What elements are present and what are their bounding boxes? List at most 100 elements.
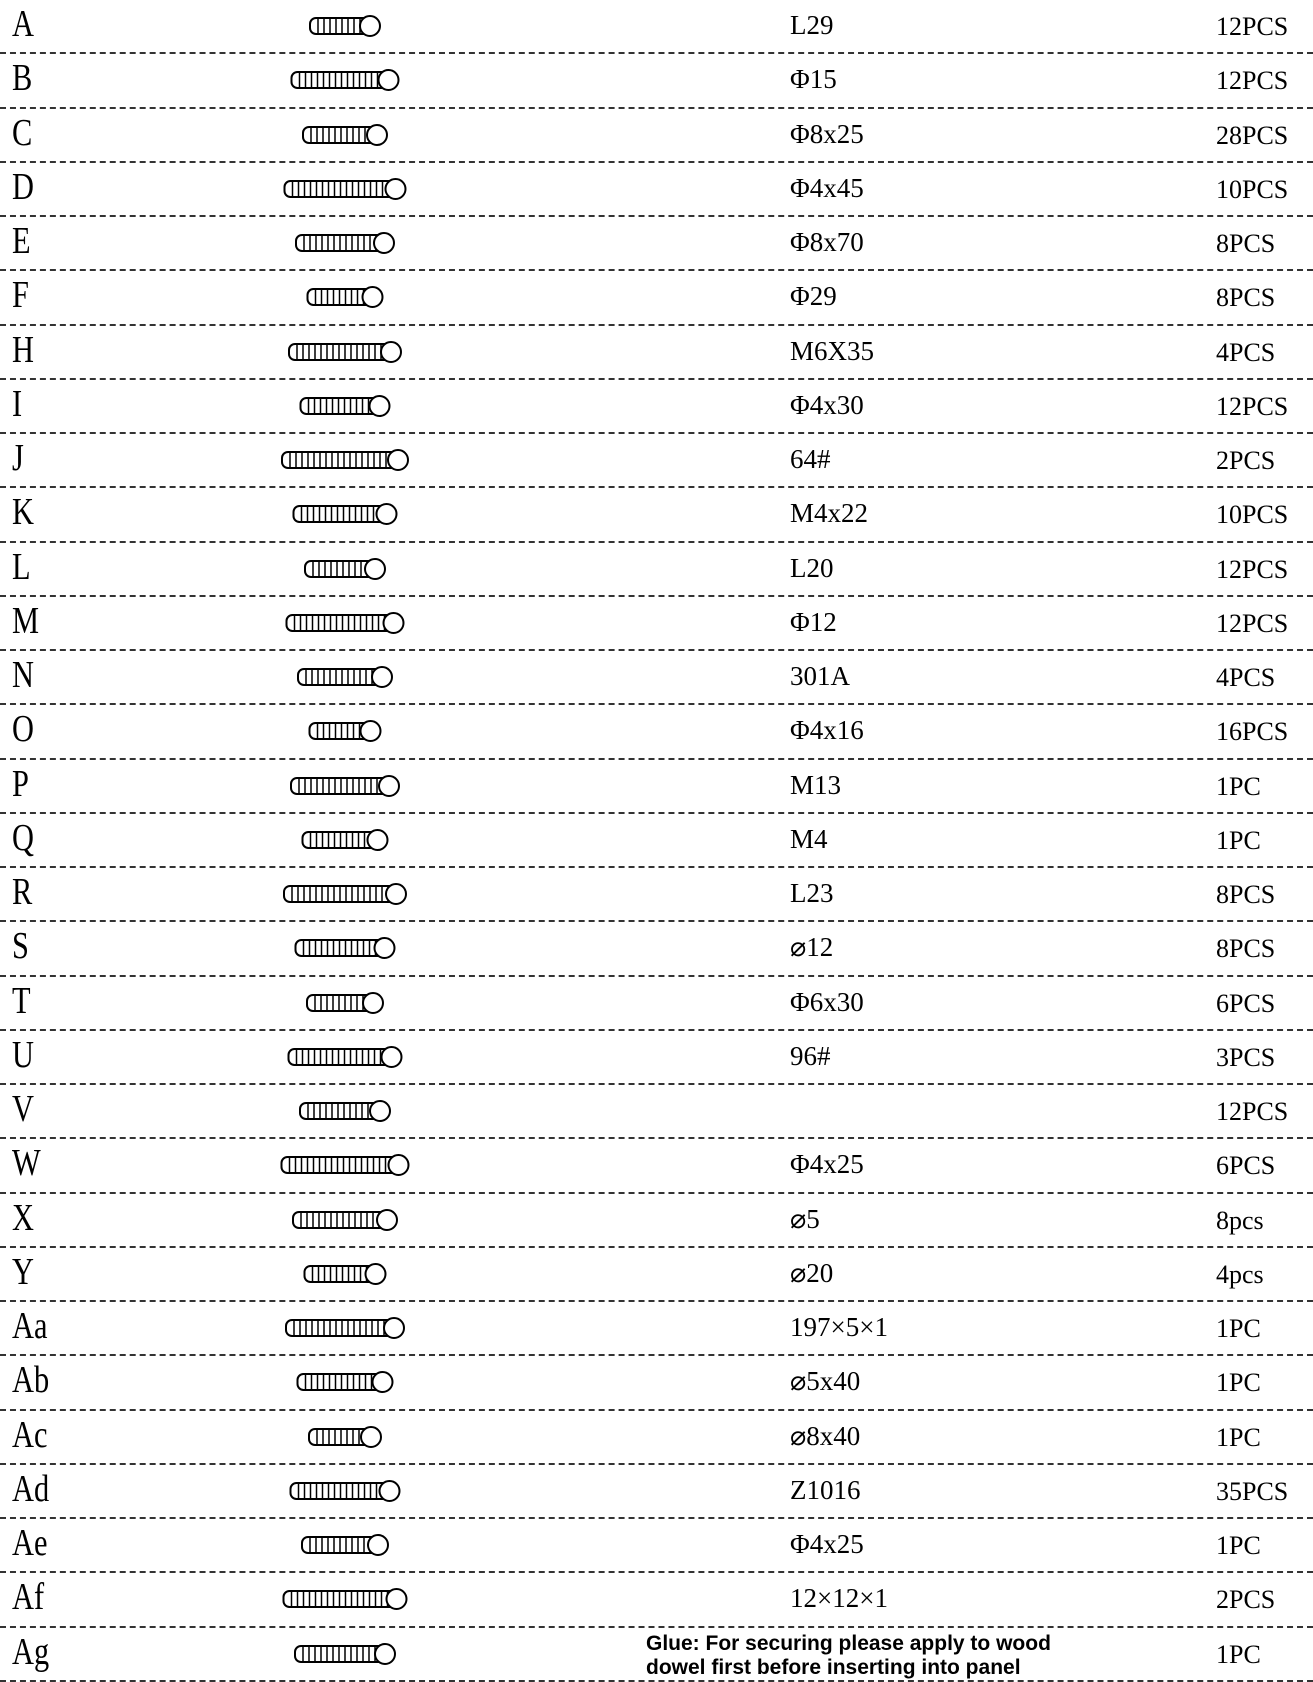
part-letter: I bbox=[12, 382, 23, 425]
part-qty: 12PCS bbox=[1216, 66, 1289, 96]
part-qty: 1PC bbox=[1216, 1531, 1261, 1561]
part-row: V 12PCS bbox=[0, 1085, 1313, 1140]
part-letter: N bbox=[12, 654, 34, 697]
part-size: 64# bbox=[790, 444, 831, 475]
part-row: T Φ6x30 6PCS bbox=[0, 977, 1313, 1031]
part-size: Φ4x30 bbox=[790, 389, 864, 420]
part-icon bbox=[294, 937, 396, 960]
part-row: Q M4 1PC bbox=[0, 814, 1313, 869]
part-icon bbox=[296, 1371, 394, 1394]
part-icon bbox=[285, 611, 405, 634]
part-letter: Aa bbox=[12, 1305, 48, 1348]
part-letter: R bbox=[12, 871, 33, 914]
part-icon bbox=[292, 1208, 398, 1231]
part-qty: 10PCS bbox=[1216, 174, 1289, 204]
part-row: Ac ⌀8x40 1PC bbox=[0, 1411, 1313, 1465]
part-size: Φ12 bbox=[790, 606, 837, 637]
part-size: Φ15 bbox=[790, 64, 837, 95]
part-letter: Y bbox=[12, 1250, 34, 1293]
part-qty: 10PCS bbox=[1216, 500, 1289, 530]
part-letter: P bbox=[12, 762, 29, 805]
part-row: R L23 8PCS bbox=[0, 868, 1313, 923]
part-row: Y ⌀20 4pcs bbox=[0, 1248, 1313, 1303]
part-row: Ab ⌀5x40 1PC bbox=[0, 1356, 1313, 1411]
part-icon bbox=[299, 1100, 391, 1123]
part-letter: A bbox=[12, 3, 34, 45]
part-letter: Ae bbox=[12, 1522, 48, 1565]
part-row: C Φ8x25 28PCS bbox=[0, 109, 1313, 163]
part-qty: 16PCS bbox=[1216, 717, 1289, 747]
part-row: U 96# 3PCS bbox=[0, 1031, 1313, 1086]
part-icon bbox=[282, 1588, 408, 1611]
part-row: L L20 12PCS bbox=[0, 543, 1313, 597]
part-row: E Φ8x70 8PCS bbox=[0, 217, 1313, 272]
part-letter: B bbox=[12, 57, 33, 100]
part-qty: 3PCS bbox=[1216, 1042, 1276, 1072]
part-letter: L bbox=[12, 545, 31, 588]
part-letter: W bbox=[12, 1142, 41, 1185]
part-qty: 1PC bbox=[1216, 1314, 1261, 1344]
part-size: Φ6x30 bbox=[790, 986, 864, 1017]
part-icon bbox=[295, 232, 395, 255]
part-size: M4 bbox=[790, 823, 828, 854]
part-row: Aa 197×5×1 1PC bbox=[0, 1302, 1313, 1357]
part-icon bbox=[281, 449, 409, 472]
part-size: ⌀5x40 bbox=[790, 1366, 861, 1397]
part-size: 12×12×1 bbox=[790, 1583, 888, 1614]
part-size: Φ8x70 bbox=[790, 227, 864, 258]
part-row: O Φ4x16 16PCS bbox=[0, 705, 1313, 760]
part-icon bbox=[283, 883, 407, 906]
part-qty: 12PCS bbox=[1216, 608, 1289, 638]
part-icon bbox=[288, 340, 402, 363]
part-size: M6X35 bbox=[790, 335, 875, 366]
part-qty: 6PCS bbox=[1216, 988, 1276, 1018]
part-row: B Φ15 12PCS bbox=[0, 54, 1313, 109]
part-letter: Ac bbox=[12, 1413, 48, 1456]
part-qty: 28PCS bbox=[1216, 120, 1289, 150]
part-row: X ⌀5 8pcs bbox=[0, 1194, 1313, 1248]
part-letter: M bbox=[12, 599, 40, 642]
part-qty: 1PC bbox=[1216, 1368, 1261, 1398]
part-qty: 2PCS bbox=[1216, 1585, 1276, 1615]
part-icon bbox=[280, 1154, 410, 1177]
part-qty: 8pcs bbox=[1216, 1205, 1264, 1235]
part-size: M13 bbox=[790, 769, 842, 800]
part-letter: Ag bbox=[12, 1630, 50, 1673]
part-size: L23 bbox=[790, 878, 834, 909]
part-qty: 8PCS bbox=[1216, 283, 1276, 313]
part-icon bbox=[299, 394, 391, 417]
part-letter: Q bbox=[12, 816, 34, 859]
part-qty: 12PCS bbox=[1216, 12, 1289, 41]
part-size: ⌀8x40 bbox=[790, 1420, 861, 1451]
part-size: Φ29 bbox=[790, 281, 837, 312]
part-letter: X bbox=[12, 1196, 34, 1239]
part-icon bbox=[301, 1534, 389, 1557]
part-size: Φ8x25 bbox=[790, 118, 864, 149]
part-letter: O bbox=[12, 708, 34, 751]
part-row: A L29 12PCS bbox=[0, 0, 1313, 55]
part-row: Af 12×12×1 2PCS bbox=[0, 1573, 1313, 1628]
part-letter: F bbox=[12, 274, 29, 317]
part-icon bbox=[306, 991, 384, 1014]
part-row: Ad Z1016 35PCS bbox=[0, 1465, 1313, 1520]
part-row: M Φ12 12PCS bbox=[0, 597, 1313, 652]
part-letter: E bbox=[12, 220, 31, 263]
part-letter: Ad bbox=[12, 1467, 50, 1510]
part-qty: 1PC bbox=[1216, 1639, 1261, 1669]
part-icon bbox=[304, 557, 386, 580]
part-qty: 12PCS bbox=[1216, 554, 1289, 584]
part-icon bbox=[309, 15, 381, 37]
part-icon bbox=[308, 720, 382, 743]
part-letter: V bbox=[12, 1088, 34, 1131]
part-size: Φ4x25 bbox=[790, 1529, 864, 1560]
part-icon bbox=[290, 69, 400, 92]
part-letter: D bbox=[12, 165, 34, 208]
part-qty: 1PC bbox=[1216, 1422, 1261, 1452]
part-row: Ag Glue: For securing please apply to woo… bbox=[0, 1628, 1313, 1682]
part-letter: U bbox=[12, 1033, 34, 1076]
part-row: N 301A 4PCS bbox=[0, 651, 1313, 706]
part-icon bbox=[292, 503, 398, 526]
part-size: ⌀20 bbox=[790, 1257, 834, 1288]
part-qty: 8PCS bbox=[1216, 229, 1276, 259]
